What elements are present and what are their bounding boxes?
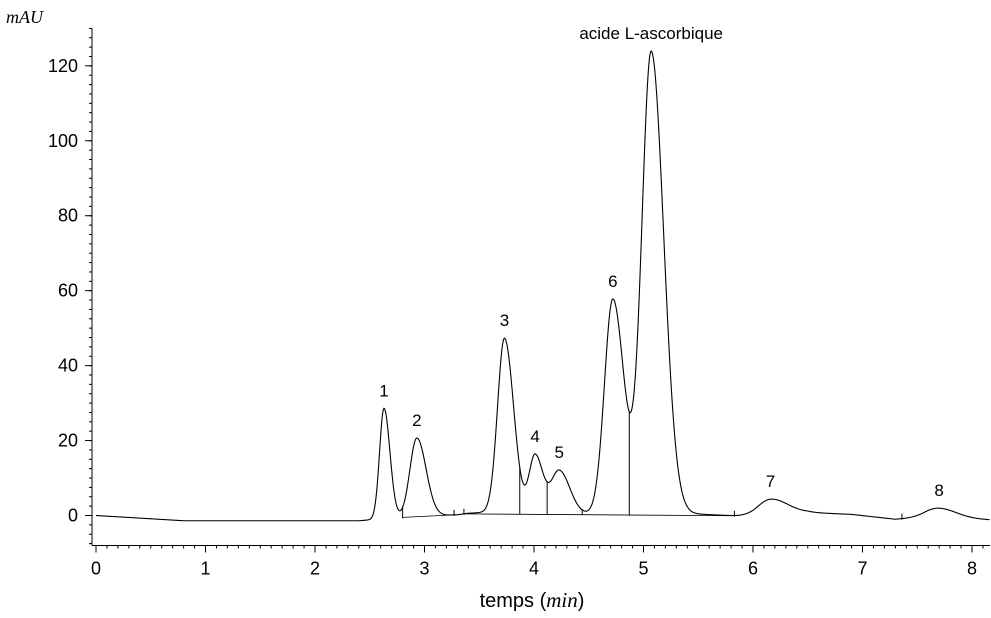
peak-label: 8 [934, 481, 943, 500]
y-tick-label: 60 [58, 281, 78, 301]
peak-label: acide L-ascorbique [579, 24, 723, 43]
integration-baseline [463, 513, 735, 517]
y-tick-label: 100 [48, 131, 78, 151]
y-axis-title: mAU [6, 7, 44, 27]
x-tick-label: 4 [529, 558, 539, 578]
y-tick-label: 40 [58, 356, 78, 376]
peak-label: 3 [500, 311, 509, 330]
x-tick-label: 7 [857, 558, 867, 578]
x-tick-label: 5 [638, 558, 648, 578]
integration-marks [402, 411, 903, 520]
peak-label: 5 [554, 443, 563, 462]
x-axis-title-unit: min [546, 588, 578, 612]
peak-labels: 1 2 3 45 6 acide L-ascorbique 7 8 [379, 24, 944, 500]
peak-label: 2 [412, 411, 421, 430]
x-tick-label: 8 [967, 558, 977, 578]
x-tick-label: 0 [91, 558, 101, 578]
peak-label: 1 [379, 381, 388, 400]
y-tick-label: 120 [48, 56, 78, 76]
x-axis-title: temps (min) [479, 588, 585, 612]
x-tick-label: 2 [310, 558, 320, 578]
chromatogram-trace [95, 50, 990, 522]
x-tick-label: 1 [200, 558, 210, 578]
y-tick-label: 20 [58, 431, 78, 451]
y-tick-label: 0 [68, 506, 78, 526]
trace-layer [95, 50, 990, 522]
peak-label: 4 [530, 427, 539, 446]
integration-baseline [402, 514, 455, 518]
x-tick-label: 6 [748, 558, 758, 578]
peak-label: 6 [608, 272, 617, 291]
y-tick-label: 80 [58, 206, 78, 226]
x-axis-title-text: temps [479, 590, 535, 612]
peak-label: 7 [766, 472, 775, 491]
x-tick-label: 3 [419, 558, 429, 578]
